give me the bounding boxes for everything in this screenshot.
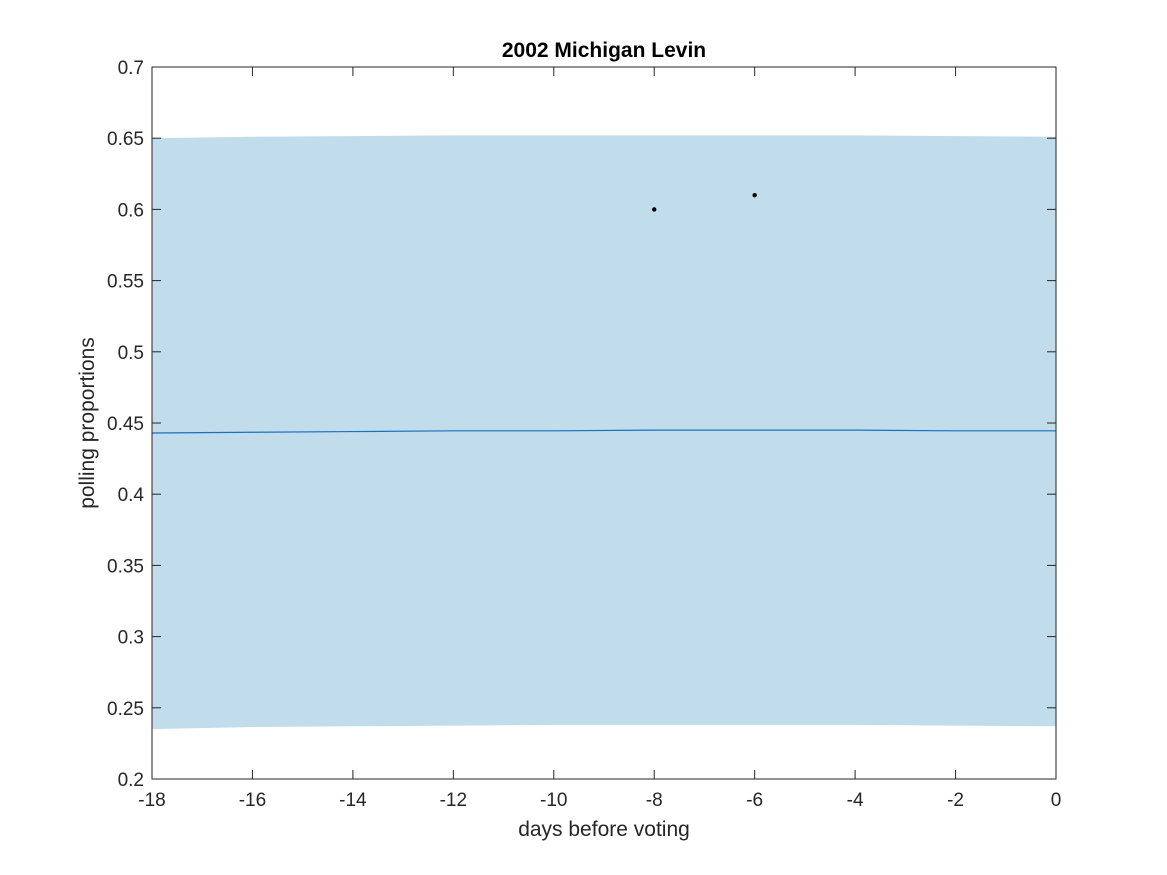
y-tick-label: 0.55 [107,272,144,293]
poll-point [752,192,757,198]
y-tick-label: 0.35 [107,556,144,577]
x-tick-label: -4 [847,790,864,811]
y-tick-label: 0.65 [107,129,144,150]
x-tick-label: -8 [646,790,663,811]
x-tick-label: -18 [138,790,165,811]
y-tick-label: 0.5 [118,343,144,364]
y-tick-label: 0.45 [107,414,144,435]
chart-title: 2002 Michigan Levin [502,39,706,62]
confidence-band [152,135,1056,730]
x-tick-label: -10 [540,790,567,811]
y-axis-label: polling proportions [76,337,99,509]
poll-point [652,207,657,212]
x-tick-label: -16 [239,790,266,811]
plot-area [151,135,1056,730]
y-tick-label: 0.4 [118,485,145,506]
x-tick-label: -2 [947,790,964,811]
y-tick-label: 0.25 [107,699,144,720]
x-axis-label: days before voting [518,818,690,841]
x-tick-label: 0 [1051,790,1062,811]
y-tick-label: 0.7 [118,58,144,79]
y-tick-label: 0.6 [118,200,144,221]
y-axis: 0.2 0.25 0.3 0.35 0.4 0.45 0.5 0.55 0.6 0.65 0.7 [107,58,1056,791]
mean-line [151,429,1056,434]
y-tick-label: 0.2 [118,770,144,791]
x-tick-label: -12 [440,790,467,811]
x-tick-label: -14 [339,790,367,811]
x-tick-label: -6 [746,790,763,811]
y-tick-label: 0.3 [118,628,144,649]
x-axis: -18 -16 -14 -12 -10 -8 -6 -4 -2 0 [138,67,1061,811]
